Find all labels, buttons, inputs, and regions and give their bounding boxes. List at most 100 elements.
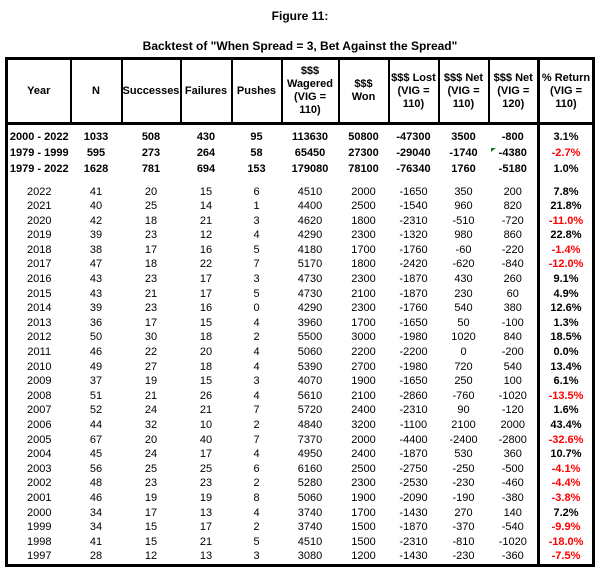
- value-cell: 980: [454, 229, 473, 242]
- value-cell: 52: [89, 404, 103, 417]
- value-cell: 1700: [351, 506, 376, 519]
- value-cell: -1540: [399, 200, 428, 213]
- value-cell: -4380: [489, 145, 539, 161]
- year-row: 2005 67 20 40 7 7370 2000 -4400 -2400 -2800 -32.6%: [7, 432, 594, 448]
- return-cell: 9.1%: [537, 272, 594, 287]
- value-cell: 14: [199, 200, 213, 213]
- value-cell: 17: [144, 316, 158, 329]
- value-cell: 49: [89, 360, 103, 373]
- value-cell: 5060: [297, 346, 323, 359]
- spacer-cell: [122, 177, 181, 185]
- value-cell: -760: [452, 389, 475, 402]
- value-cell: 32: [144, 419, 158, 431]
- value-cell: 4620: [297, 214, 323, 227]
- summary-row: 1979 - 1999 595 273 264 58 65450 27300 -29040 -1…: [7, 144, 594, 161]
- value-cell: 21: [199, 404, 213, 417]
- value-cell: -1760: [399, 243, 428, 256]
- year-row: 2002 48 23 23 2 5280 2300 -2530 -230 -460 -4.4%: [7, 476, 594, 491]
- value-cell: -2310: [399, 535, 428, 548]
- value-cell: 8: [253, 491, 260, 504]
- value-cell: -2420: [399, 258, 428, 271]
- value-cell: 694: [196, 162, 216, 175]
- value-cell: 39: [89, 302, 103, 315]
- spacer-cell: [282, 177, 339, 185]
- value-cell: -2750: [399, 462, 428, 475]
- year-row: 2004 45 24 17 4 4950 2400 -1870 530 360 10.7%: [7, 447, 594, 462]
- value-cell: 44: [89, 419, 103, 431]
- value-cell: 1760: [451, 162, 476, 175]
- value-cell: -2860: [399, 389, 428, 402]
- value-cell: 20: [144, 185, 158, 198]
- value-cell: 2300: [351, 302, 376, 315]
- year-row: 2012 50 30 18 2 5500 3000 -1980 1020 840 18.5%: [7, 330, 594, 346]
- value-cell: 43: [89, 287, 103, 300]
- value-cell: 4: [253, 360, 260, 373]
- value-cell: 595: [86, 146, 106, 159]
- year-row: 2015 43 21 17 5 4730 2100 -1870 230 60 4.9%: [7, 286, 594, 302]
- value-cell: 4: [253, 389, 260, 402]
- value-cell: 23: [144, 229, 158, 242]
- return-cell: 7.8%: [537, 184, 594, 200]
- value-cell: 41: [89, 185, 103, 198]
- value-cell: 16: [199, 302, 213, 315]
- value-cell: 15: [144, 535, 158, 548]
- year-row: 1998 41 15 21 5 4510 1500 -2310 -810 -1020 -18.0%: [7, 534, 594, 550]
- value-cell: -230: [452, 477, 475, 490]
- value-cell: 360: [503, 448, 522, 461]
- year-cell: 1999: [27, 521, 52, 534]
- value-cell: 6: [253, 462, 260, 475]
- year-cell: 2005: [27, 433, 52, 446]
- value-cell: 1500: [351, 521, 376, 534]
- year-cell: 1979 - 1999: [9, 146, 69, 159]
- year-row: 2003 56 25 25 6 6160 2500 -2750 -250 -500 -4.1%: [7, 461, 594, 477]
- value-cell: 46: [89, 346, 103, 359]
- value-cell: 4: [253, 316, 260, 329]
- return-cell: 21.8%: [537, 199, 594, 214]
- value-cell: 34: [89, 506, 103, 519]
- value-cell: -200: [501, 346, 524, 359]
- value-cell: 4510: [297, 185, 323, 198]
- value-cell: -29040: [396, 146, 431, 159]
- value-cell: 4730: [297, 287, 323, 300]
- value-cell: 22: [144, 346, 158, 359]
- value-cell: -810: [452, 535, 475, 548]
- value-cell: 46: [89, 491, 103, 504]
- value-cell: -4400: [399, 433, 428, 446]
- value-cell: 6: [253, 185, 260, 198]
- value-cell: 24: [144, 448, 158, 461]
- year-cell: 2008: [27, 389, 52, 402]
- value-cell: 40: [89, 200, 103, 213]
- value-cell: -540: [501, 521, 524, 534]
- value-cell: -370: [452, 521, 475, 534]
- year-row: 2020 42 18 21 3 4620 1800 -2310 -510 -720 -11.0%: [7, 213, 594, 229]
- return-cell: 13.4%: [537, 359, 594, 375]
- value-cell: 2300: [351, 477, 376, 490]
- value-cell: -76340: [396, 162, 431, 175]
- value-cell: 2500: [351, 200, 376, 213]
- spacer-row: [7, 176, 594, 185]
- value-cell: 7370: [297, 433, 323, 446]
- column-header-wagered: $$$ Wagered (VIG = 110): [280, 57, 340, 125]
- value-cell: 5500: [297, 331, 323, 344]
- value-cell: 100: [503, 375, 522, 388]
- value-cell: 1628: [83, 162, 109, 175]
- backtest-table: Year N Successes Failures Pushes $$$ Wag…: [5, 57, 595, 567]
- year-cell: 1997: [27, 550, 52, 563]
- table-header: Year N Successes Failures Pushes $$$ Wag…: [5, 57, 595, 125]
- value-cell: 12: [199, 229, 213, 242]
- value-cell: 2: [253, 477, 260, 490]
- year-cell: 2000: [27, 506, 52, 519]
- value-cell: 2000: [500, 419, 525, 431]
- value-cell: 7: [253, 258, 260, 271]
- value-cell: 15: [144, 521, 158, 534]
- year-cell: 2015: [27, 287, 52, 300]
- value-cell: 1200: [351, 550, 376, 563]
- value-cell: -1870: [399, 448, 428, 461]
- value-cell: 43: [89, 273, 103, 286]
- value-cell: 5170: [297, 258, 323, 271]
- value-cell: -2310: [399, 404, 428, 417]
- header-row: Year N Successes Failures Pushes $$$ Wag…: [5, 57, 595, 125]
- value-cell: 3000: [351, 331, 376, 344]
- value-cell: 5720: [297, 404, 323, 417]
- return-cell: -7.5%: [537, 549, 594, 566]
